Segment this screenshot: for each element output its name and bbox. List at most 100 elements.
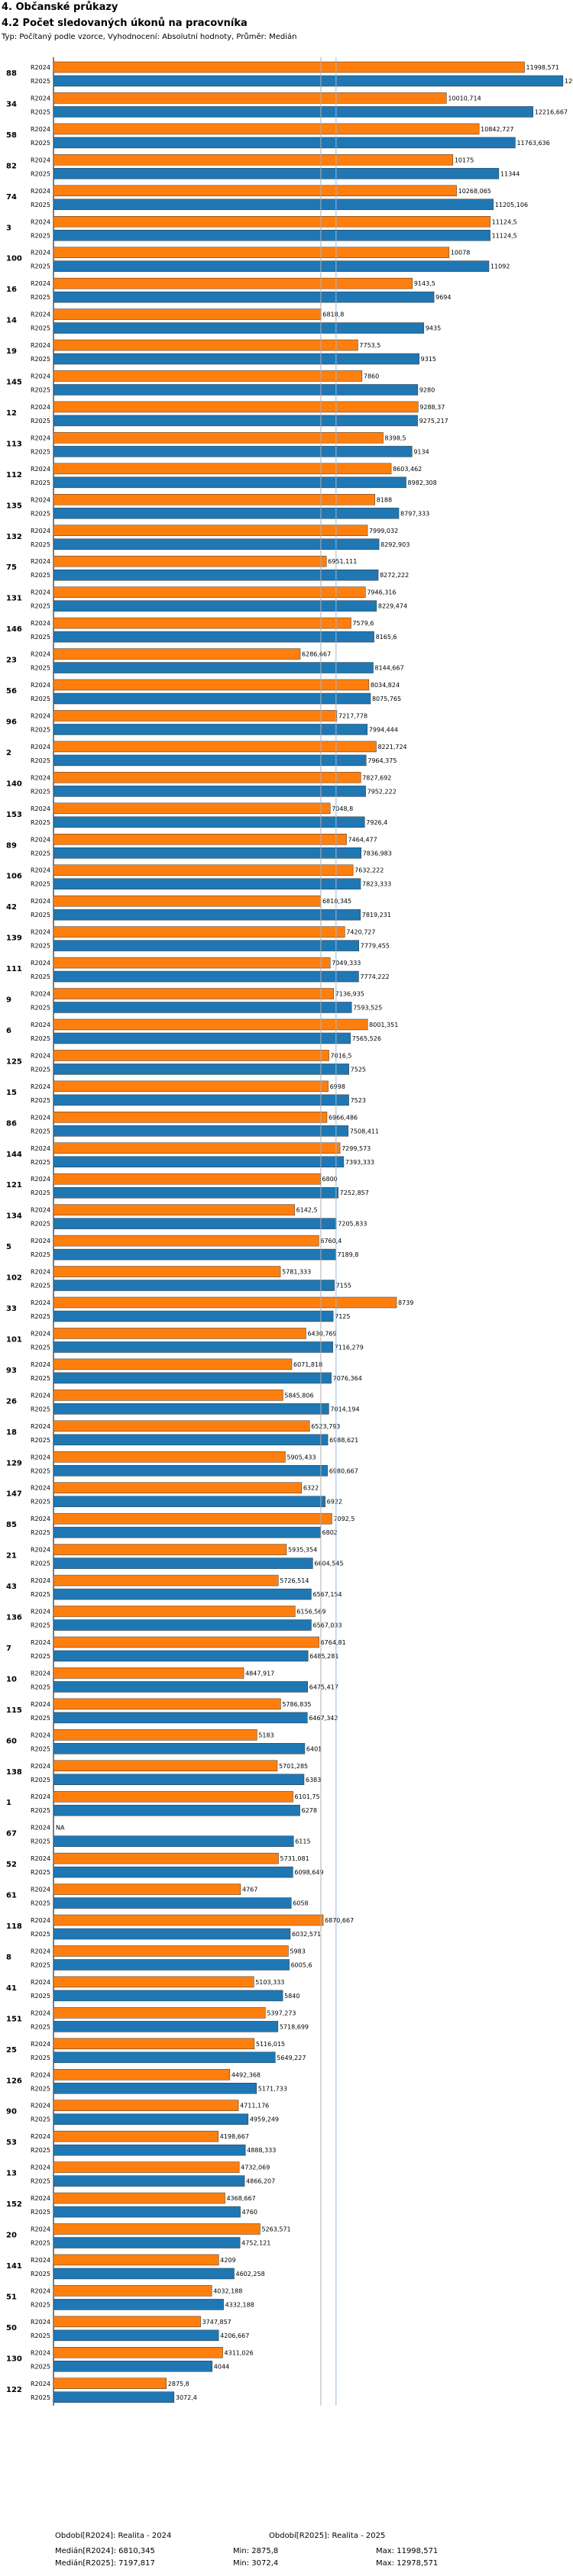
category-label: 122: [6, 2386, 22, 2394]
data-label-r2024: 7827,692: [362, 774, 391, 781]
data-label-r2024: 6286,667: [302, 651, 331, 658]
data-label-r2024: 10268,065: [458, 188, 491, 195]
data-label-r2025: 7076,364: [333, 1375, 362, 1382]
bar-r2024: [53, 1945, 289, 1957]
series-label-r2024: R2024: [31, 1670, 50, 1677]
chart-meta: Typ: Počítaný podle vzorce, Vyhodnocení:…: [2, 33, 297, 41]
series-label-r2024: R2024: [31, 1361, 50, 1368]
data-label-r2025: 8982,308: [408, 479, 437, 486]
series-label-r2025: R2025: [31, 1745, 50, 1752]
data-label-r2024: 5263,571: [261, 2226, 290, 2233]
series-label-r2024: R2024: [31, 2381, 50, 2387]
data-label-r2024: 8739: [398, 1299, 413, 1306]
data-label-r2024: 6101,75: [295, 1793, 320, 1800]
bar-r2024: [53, 1296, 397, 1309]
data-label-r2024: 2875,8: [168, 2381, 189, 2387]
bar-r2025: [53, 1866, 293, 1878]
bar-r2024: [53, 154, 454, 166]
category-label: 118: [6, 1922, 22, 1931]
category-label: 111: [6, 965, 22, 973]
bar-r2024: [53, 1328, 306, 1339]
data-label-r2024: 4368,667: [226, 2195, 255, 2202]
series-label-r2025: R2025: [31, 1591, 50, 1598]
data-label-r2024: 4032,188: [213, 2287, 242, 2294]
category-label: 61: [6, 1892, 17, 1900]
category-label: 153: [6, 811, 22, 819]
data-label-r2024: 5103,333: [255, 1979, 284, 1986]
category-label: 58: [6, 131, 17, 140]
series-label-r2024: R2024: [31, 929, 50, 936]
bar-r2024: [53, 247, 450, 258]
bar-r2025: [53, 538, 380, 550]
bar-r2024: [53, 2100, 239, 2111]
series-label-r2025: R2025: [31, 1066, 50, 1073]
data-label-r2024: 4711,176: [240, 2103, 269, 2110]
data-label-r2025: 4888,333: [247, 2147, 276, 2154]
bar-r2025: [53, 1712, 308, 1724]
series-label-r2025: R2025: [31, 1035, 50, 1042]
series-label-r2024: R2024: [31, 1392, 50, 1399]
data-label-r2025: 9134: [413, 448, 429, 455]
series-label-r2024: R2024: [31, 744, 50, 751]
data-label-r2025: 6604,545: [314, 1561, 343, 1567]
category-label: 136: [6, 1614, 22, 1622]
bar-r2024: [53, 2254, 219, 2266]
data-label-r2024: 5397,273: [267, 2009, 296, 2016]
data-label-r2024: 6998: [330, 1083, 345, 1090]
series-label-r2024: R2024: [31, 2319, 50, 2326]
data-label-r2024: 10842,727: [481, 126, 513, 133]
bar-r2025: [53, 1959, 290, 1971]
series-label-r2025: R2025: [31, 1283, 50, 1290]
bar-r2025: [53, 940, 359, 951]
data-label-r2025: 7774,222: [360, 973, 389, 980]
bar-r2024: [53, 648, 301, 660]
data-label-r2025: 8292,903: [380, 541, 410, 548]
data-label-r2025: 4959,249: [250, 2116, 279, 2123]
data-label-r2024: 8398,5: [385, 434, 406, 441]
series-label-r2025: R2025: [31, 850, 50, 857]
bar-r2025: [53, 2299, 224, 2310]
series-label-r2024: R2024: [31, 1299, 50, 1306]
bar-r2025: [53, 662, 374, 673]
bar-r2025: [53, 878, 361, 889]
data-label-r2024: 5781,333: [282, 1269, 311, 1276]
series-label-r2024: R2024: [31, 589, 50, 596]
category-label: 89: [6, 841, 17, 850]
bar-r2024: [53, 1080, 329, 1093]
series-label-r2025: R2025: [31, 232, 50, 239]
bar-r2025: [53, 1310, 334, 1322]
series-label-r2024: R2024: [31, 682, 50, 689]
category-label: 93: [6, 1367, 17, 1375]
series-label-r2024: R2024: [31, 1269, 50, 1276]
bar-r2024: [53, 1544, 287, 1555]
series-label-r2024: R2024: [31, 620, 50, 627]
series-label-r2025: R2025: [31, 1128, 50, 1135]
bar-r2024: [53, 2377, 167, 2389]
series-label-r2024: R2024: [31, 1732, 50, 1738]
data-label-r2025: 9315: [421, 356, 436, 363]
data-label-r2025: 7205,833: [338, 1221, 367, 1228]
series-label-r2024: R2024: [31, 2071, 50, 2078]
data-label-r2025: 4602,258: [235, 2271, 264, 2277]
data-label-r2024: 5183: [258, 1732, 274, 1738]
series-label-r2024: R2024: [31, 774, 50, 781]
bar-r2024: [53, 1852, 279, 1864]
series-label-r2025: R2025: [31, 1715, 50, 1722]
bar-r2024: [53, 2130, 219, 2142]
bar-r2024: [53, 957, 331, 969]
bar-r2025: [53, 1619, 312, 1631]
data-label-r2025: 3072,4: [176, 2394, 197, 2401]
bar-r2025: [53, 415, 418, 427]
series-label-r2024: R2024: [31, 528, 50, 534]
series-label-r2024: R2024: [31, 218, 50, 225]
data-label-r2024: 10078: [451, 250, 470, 257]
bar-r2024: [53, 988, 334, 999]
data-label-r2024: 7579,6: [352, 620, 374, 627]
series-label-r2024: R2024: [31, 1793, 50, 1800]
series-label-r2025: R2025: [31, 1190, 50, 1196]
series-label-r2024: R2024: [31, 651, 50, 658]
bar-r2024: [53, 2192, 225, 2204]
data-label-r2025: 8075,765: [372, 696, 401, 702]
bar-r2024: [53, 1914, 324, 1926]
